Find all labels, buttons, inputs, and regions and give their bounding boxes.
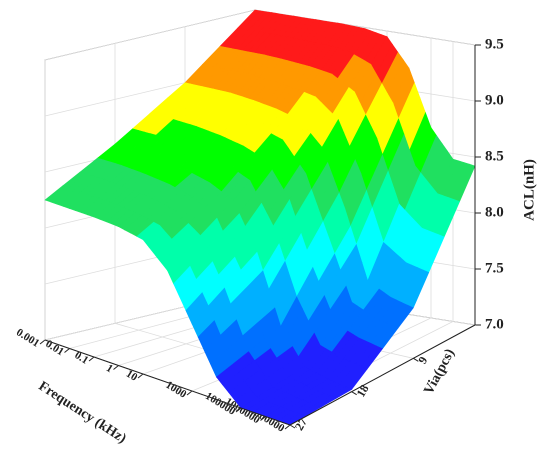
z-tick-label: 8.5 xyxy=(485,148,504,164)
z-tick-label: 7.0 xyxy=(485,316,504,332)
x-tick xyxy=(88,356,95,362)
z-tick-label: 8.0 xyxy=(485,204,504,220)
x-tick xyxy=(235,407,242,413)
z-axis-title: ACL(nH) xyxy=(521,159,537,221)
x-tick-label: 1 xyxy=(104,362,115,375)
x-tick xyxy=(113,365,119,370)
x-axis xyxy=(44,339,291,426)
y-axis xyxy=(289,324,476,426)
x-tick xyxy=(137,373,144,379)
y-tick xyxy=(289,424,296,429)
z-tick-label: 9.5 xyxy=(485,36,504,52)
y-tick xyxy=(413,357,419,362)
x-axis-title: Frequency (kHz) xyxy=(36,379,129,447)
x-tick xyxy=(260,416,266,421)
z-tick-label: 9.0 xyxy=(485,92,504,108)
y-tick xyxy=(351,391,357,396)
y-axis-title: Via(pcs) xyxy=(422,346,459,397)
x-tick xyxy=(64,348,70,353)
x-tick xyxy=(186,390,193,396)
x-tick xyxy=(39,339,46,345)
x-tick-label: 0.001 xyxy=(14,326,41,349)
x-tick xyxy=(284,424,291,430)
z-tick-label: 7.5 xyxy=(485,260,504,276)
